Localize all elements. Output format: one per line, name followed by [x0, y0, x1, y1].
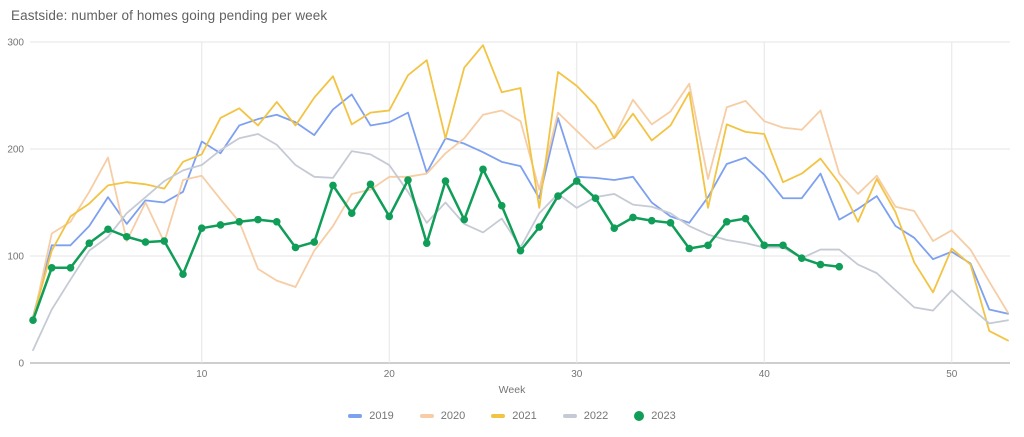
series-point-2023 [685, 244, 694, 253]
series-point-2023 [235, 217, 244, 226]
legend-label: 2023 [651, 410, 676, 422]
series-point-2023 [460, 215, 469, 224]
legend-label: 2021 [512, 410, 537, 422]
legend-item-2022[interactable]: 2022 [562, 410, 609, 422]
legend-line-icon-2020 [419, 414, 434, 418]
series-point-2023 [160, 237, 169, 245]
legend-line-icon-2022 [562, 414, 577, 418]
series-point-2023 [797, 254, 806, 262]
x-axis-title: Week [498, 384, 526, 396]
series-point-2023 [47, 263, 56, 272]
series-point-2023 [779, 241, 787, 250]
series-line-2020 [32, 82, 1009, 322]
series-point-2023 [610, 224, 619, 232]
series-point-2023 [385, 212, 394, 221]
series-point-2023 [216, 221, 225, 229]
series-point-2023 [347, 209, 356, 217]
x-tick-label: 30 [571, 369, 583, 380]
series-point-2023 [310, 238, 319, 246]
chart-title: Eastside: number of homes going pending … [11, 8, 328, 23]
x-tick-label: 50 [946, 369, 958, 380]
legend-line-icon-2021 [491, 414, 506, 418]
series-point-2023 [291, 243, 300, 252]
legend-label: 2020 [440, 410, 466, 422]
x-tick-label: 40 [759, 369, 771, 380]
x-tick-label: 20 [384, 369, 396, 380]
series-point-2023 [572, 177, 581, 185]
series-point-2023 [666, 219, 675, 227]
series-point-2023 [254, 215, 262, 224]
y-tick-label: 300 [7, 38, 24, 49]
series-point-2023 [404, 176, 412, 184]
series-point-2023 [122, 232, 131, 241]
series-point-2023 [497, 201, 506, 210]
series-point-2023 [741, 214, 750, 223]
series-point-2023 [272, 217, 281, 226]
series-line-2023 [31, 168, 841, 322]
legend-item-2021[interactable]: 2021 [491, 410, 537, 422]
series-point-2023 [535, 223, 544, 231]
legend-line-icon-2019 [348, 414, 363, 418]
legend-marker-icon-2023 [634, 411, 645, 421]
series-point-2023 [629, 213, 637, 222]
y-tick-label: 100 [7, 252, 24, 263]
series-point-2023 [704, 241, 712, 250]
series-point-2023 [85, 239, 94, 247]
legend-label: 2019 [369, 410, 394, 422]
series-point-2023 [441, 177, 450, 185]
series-point-2023 [816, 260, 825, 269]
series-point-2023 [29, 316, 37, 325]
y-tick-label: 200 [7, 145, 24, 156]
series-point-2023 [591, 194, 600, 203]
series-point-2023 [197, 224, 206, 232]
series-point-2023 [66, 263, 75, 272]
series-point-2023 [516, 246, 525, 255]
chart-legend: 2019 2020 2021 2022 2023 [0, 406, 1024, 426]
x-tick-label: 10 [196, 369, 208, 380]
legend-label: 2022 [583, 410, 609, 422]
series-point-2023 [760, 241, 769, 250]
series-point-2023 [835, 262, 844, 271]
series-line-2021 [32, 44, 1009, 342]
series-point-2023 [422, 239, 431, 247]
series-point-2023 [104, 225, 112, 234]
series-point-2023 [722, 217, 731, 226]
legend-item-2023[interactable]: 2023 [634, 410, 676, 422]
series-point-2023 [647, 216, 656, 225]
series-point-2023 [329, 181, 337, 190]
legend-item-2020[interactable]: 2020 [419, 410, 466, 422]
series-line-2019 [32, 93, 1009, 318]
y-tick-label: 0 [18, 359, 24, 370]
series-point-2023 [554, 192, 562, 200]
series-point-2023 [141, 238, 150, 246]
chart-canvas: 0 100 200 300 10 20 30 40 50 [7, 38, 1010, 380]
series-point-2023 [179, 270, 187, 278]
legend-item-2019[interactable]: 2019 [348, 410, 394, 422]
series-point-2023 [479, 165, 487, 174]
series-point-2023 [366, 180, 375, 189]
